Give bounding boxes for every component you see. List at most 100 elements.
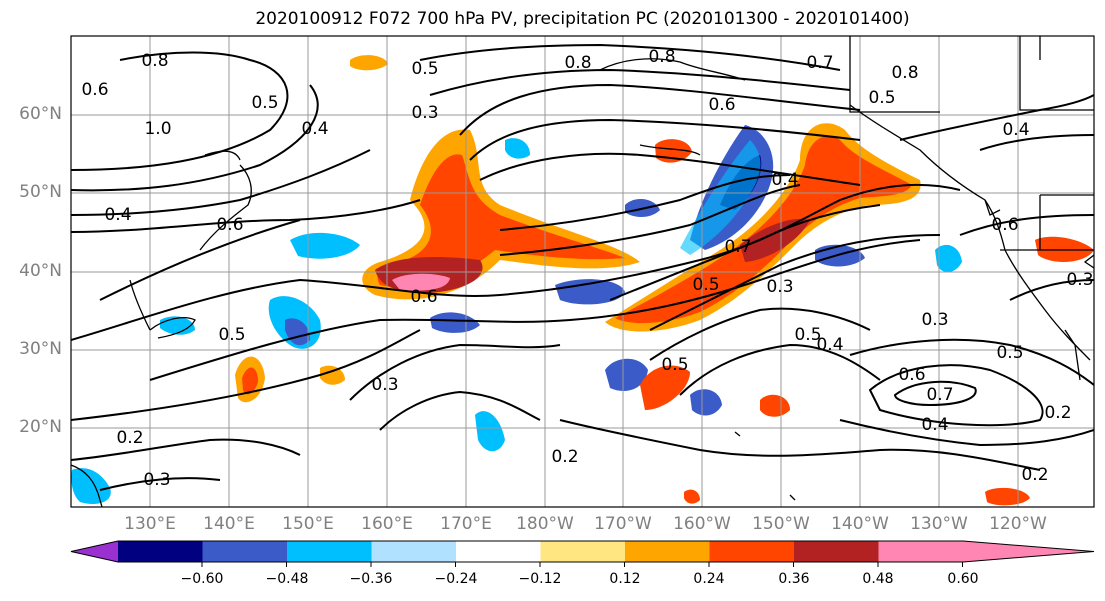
- contour-label: 0.8: [564, 53, 591, 73]
- precip-negative-region: [690, 389, 722, 416]
- contour-label: 0.8: [141, 51, 168, 71]
- precip-positive-region: [350, 55, 388, 71]
- precip-positive-region: [320, 365, 345, 385]
- contour-label: 0.6: [898, 365, 925, 385]
- colorbar-extend-max: [963, 541, 1094, 562]
- lon-label: 140°E: [203, 514, 255, 534]
- contour-label: 0.3: [1066, 270, 1093, 290]
- contour-labels: 0.8 0.5 0.8 0.8 0.7 0.8 0.5 0.6 1.0 0.5 …: [81, 47, 1093, 490]
- contour-label: 0.4: [771, 170, 798, 190]
- contour-label: 0.6: [708, 95, 735, 115]
- contour-label: 0.5: [218, 325, 245, 345]
- colorbar-tick-label: 0.12: [609, 571, 641, 587]
- colorbar-outline: [70, 540, 1095, 563]
- precip-positive-region: [760, 394, 790, 417]
- precip-negative-region: [71, 468, 111, 505]
- contour-label: 0.4: [921, 415, 948, 435]
- precip-negative-region: [605, 358, 648, 391]
- colorbar: [70, 540, 1095, 567]
- contour-label: 0.4: [104, 205, 131, 225]
- contour-label: 0.3: [143, 470, 170, 490]
- map-frame: [70, 35, 1095, 508]
- contour-label: 0.6: [216, 215, 243, 235]
- lon-label: 120°W: [989, 514, 1047, 534]
- lon-label: 170°W: [594, 514, 652, 534]
- contour-label: 0.7: [926, 385, 953, 405]
- colorbar-segment: [625, 541, 710, 562]
- contour-label: 0.8: [648, 47, 675, 67]
- colorbar-tick-label: −0.36: [349, 571, 393, 587]
- precip-negative-region: [505, 138, 530, 159]
- precip-positive-region: [377, 154, 625, 288]
- lon-label: 130°W: [910, 514, 968, 534]
- contour-label: 0.5: [411, 59, 438, 79]
- contour-label: 0.3: [371, 375, 398, 395]
- contour-label: 0.5: [661, 355, 688, 375]
- colorbar-segment: [794, 541, 879, 562]
- lon-label: 180°W: [516, 514, 574, 534]
- pv-contours: [71, 43, 1094, 491]
- contour-label: 0.5: [251, 93, 278, 113]
- lon-label: 140°W: [831, 514, 889, 534]
- map-title: 2020100912 F072 700 hPa PV, precipitatio…: [255, 9, 910, 29]
- precip-negative-region: [475, 411, 505, 452]
- coastlines: [71, 36, 1094, 507]
- lon-label: 170°E: [440, 514, 492, 534]
- precip-negative-region: [430, 312, 480, 333]
- contour-label: 0.7: [724, 237, 751, 257]
- contour-label: 0.4: [816, 335, 843, 355]
- lon-label: 150°W: [752, 514, 810, 534]
- contour-label: 0.5: [868, 88, 895, 108]
- precipitation-shading: [71, 55, 1094, 506]
- lat-label: 40°N: [19, 261, 62, 281]
- contour-label: 0.6: [991, 215, 1018, 235]
- contour-label: 0.7: [806, 53, 833, 73]
- colorbar-extend-min: [71, 541, 118, 562]
- colorbar-segment: [540, 541, 626, 562]
- contour-label: 0.3: [766, 277, 793, 297]
- precip-negative-region: [935, 244, 962, 273]
- lon-label: 160°W: [673, 514, 731, 534]
- contour-label: 1.0: [144, 119, 171, 139]
- colorbar-tick-label: −0.12: [518, 571, 562, 587]
- colorbar-tick-label: −0.24: [434, 571, 478, 587]
- contour-label: 0.2: [116, 428, 143, 448]
- lon-label: 160°E: [361, 514, 413, 534]
- lat-label: 50°N: [19, 182, 62, 202]
- contour-label: 0.2: [1021, 465, 1048, 485]
- precip-positive-region: [392, 273, 450, 291]
- lat-label: 60°N: [19, 104, 62, 124]
- colorbar-tick-label: 0.48: [862, 571, 894, 587]
- lat-label: 20°N: [19, 417, 62, 437]
- colorbar-tick-label: 0.36: [778, 571, 810, 587]
- precip-positive-region: [985, 487, 1030, 506]
- colorbar-segment: [371, 541, 457, 562]
- contour-label: 0.5: [794, 325, 821, 345]
- contour-label: 0.2: [551, 447, 578, 467]
- colorbar-tick-label: −0.60: [180, 571, 224, 587]
- contour-label: 0.8: [891, 63, 918, 83]
- precip-negative-region: [680, 140, 761, 255]
- colorbar-tick-label: −0.48: [265, 571, 309, 587]
- contour-label: 0.5: [692, 275, 719, 295]
- colorbar-segment: [202, 541, 288, 562]
- precip-positive-region: [740, 218, 810, 262]
- precip-negative-region: [160, 316, 195, 335]
- contour-label: 0.3: [411, 103, 438, 123]
- contour-label: 0.4: [1002, 120, 1029, 140]
- colorbar-segment: [456, 541, 541, 562]
- colorbar-tick-label: 0.24: [693, 571, 725, 587]
- precip-positive-region: [242, 367, 258, 395]
- contour-label: 0.2: [1044, 403, 1071, 423]
- contour-label: 0.6: [410, 287, 437, 307]
- contour-label: 0.3: [921, 310, 948, 330]
- colorbar-segment: [287, 541, 372, 562]
- lon-label: 150°E: [282, 514, 334, 534]
- contour-label: 0.4: [301, 119, 328, 139]
- colorbar-tick-label: 0.60: [947, 571, 979, 587]
- lon-label: 130°E: [124, 514, 176, 534]
- colorbar-segment: [709, 541, 795, 562]
- precip-positive-region: [640, 365, 690, 410]
- contour-label: 0.5: [996, 343, 1023, 363]
